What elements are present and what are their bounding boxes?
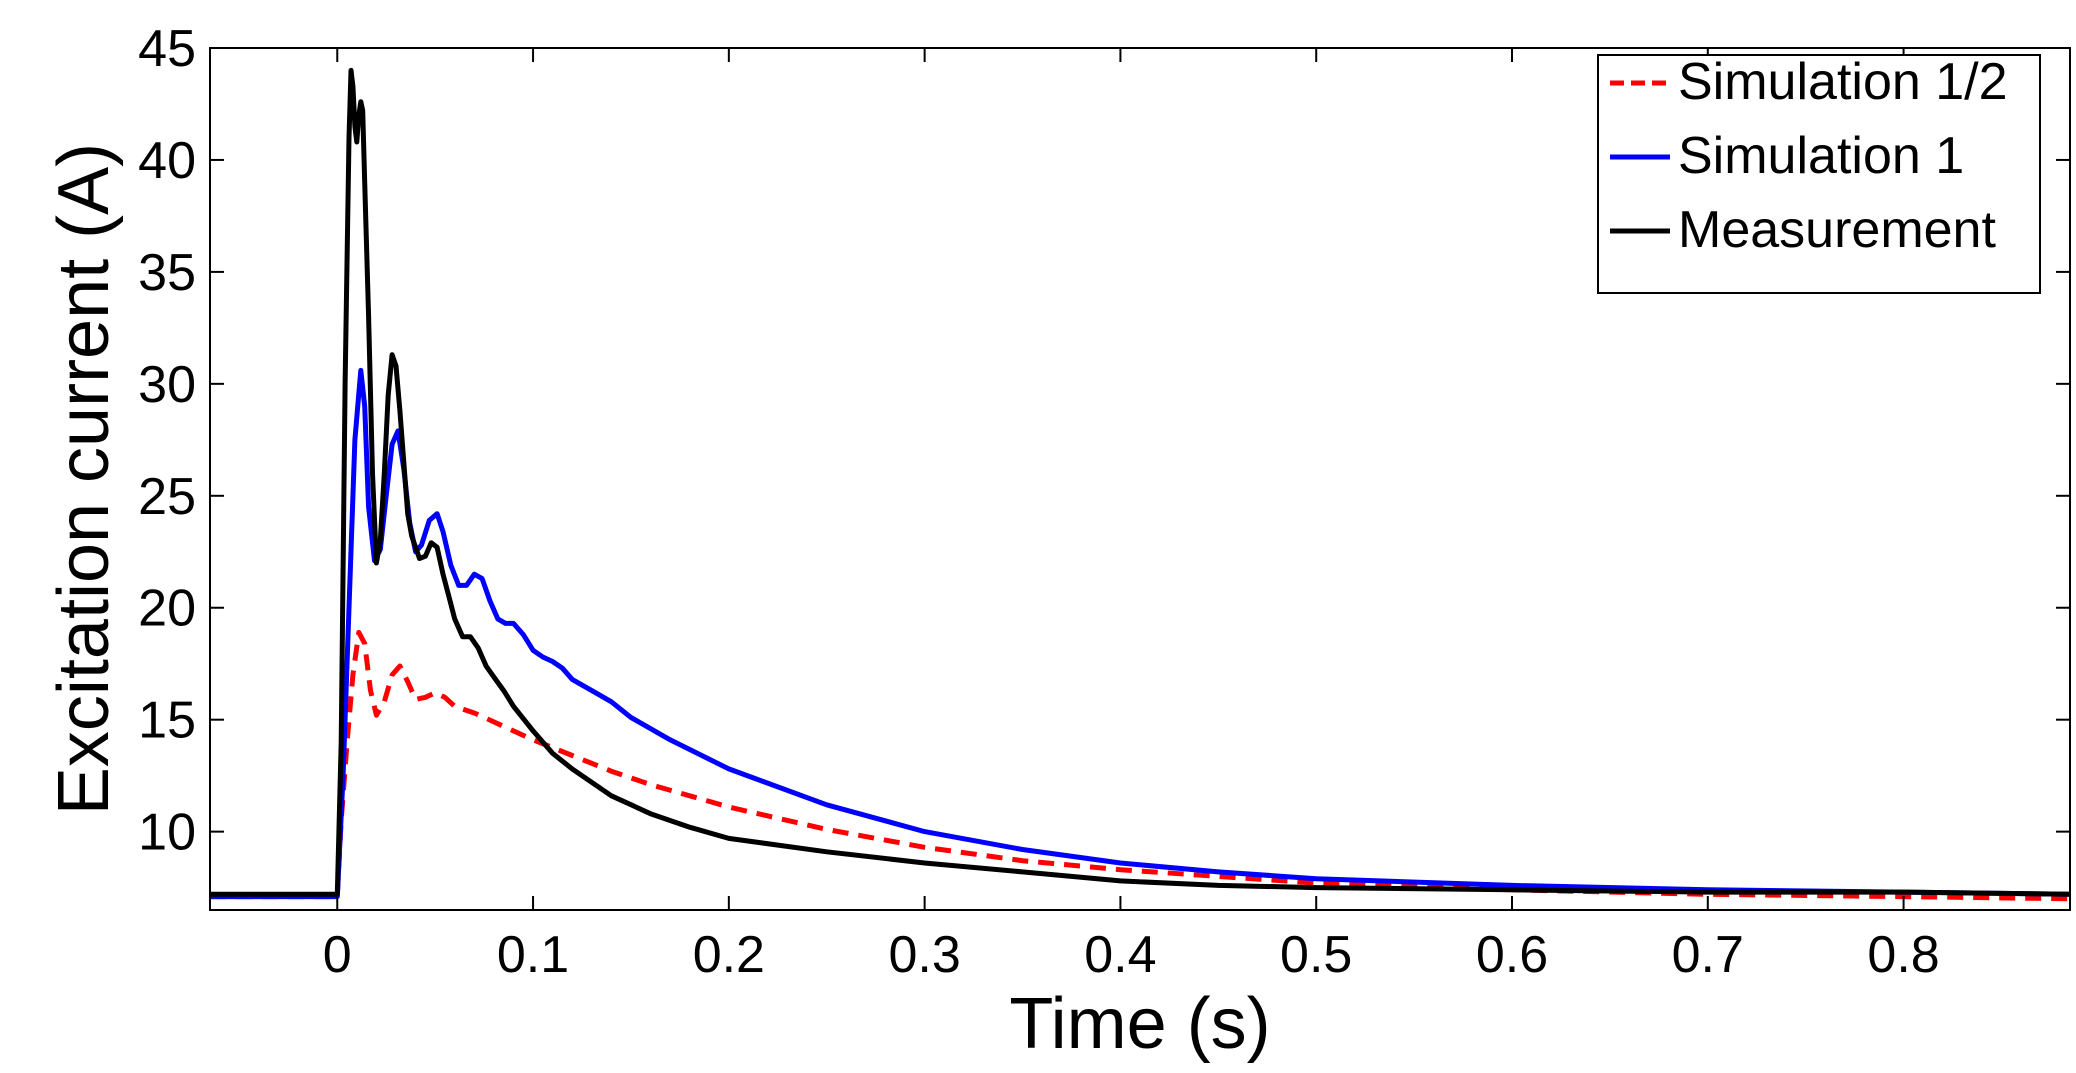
y-tick-label: 10 xyxy=(138,804,196,862)
x-tick-label: 0.2 xyxy=(693,926,765,984)
axes-box xyxy=(209,47,2071,911)
y-tick-label: 45 xyxy=(138,20,196,78)
y-tick-label: 30 xyxy=(138,356,196,414)
x-tick-label: 0.8 xyxy=(1867,926,1939,984)
y-tick-label: 40 xyxy=(138,132,196,190)
ticks: 0 0.1 0.2 0.3 0.4 0.5 0.6 0.7 0.8 10 15 20 25 30 35 40 4… xyxy=(138,20,2070,984)
x-tick-label: 0.6 xyxy=(1476,926,1548,984)
x-axis-title: Time (s) xyxy=(1009,984,1270,1064)
x-tick-label: 0.3 xyxy=(888,926,960,984)
x-tick-label: 0.7 xyxy=(1672,926,1744,984)
x-tick-label: 0.5 xyxy=(1280,926,1352,984)
series-line-1 xyxy=(210,629,2071,902)
legend-label: Measurement xyxy=(1678,201,1996,259)
y-tick-label: 20 xyxy=(138,580,196,638)
y-tick-label: 25 xyxy=(138,468,196,526)
series-line-3 xyxy=(210,67,2071,897)
legend-box xyxy=(1597,54,2041,294)
x-tick-label: 0.4 xyxy=(1084,926,1156,984)
y-axis-title: Excitation current (A) xyxy=(44,143,124,815)
y-tick-label: 35 xyxy=(138,244,196,302)
legend-label: Simulation 1/2 xyxy=(1678,53,2008,111)
x-tick-label: 0.1 xyxy=(497,926,569,984)
x-tick-label: 0 xyxy=(323,926,352,984)
legend-label: Simulation 1 xyxy=(1678,127,1964,185)
y-tick-label: 15 xyxy=(138,692,196,750)
legend: Simulation 1/2 Simulation 1 Measurement xyxy=(1597,53,2041,294)
plot-area xyxy=(210,67,2071,902)
